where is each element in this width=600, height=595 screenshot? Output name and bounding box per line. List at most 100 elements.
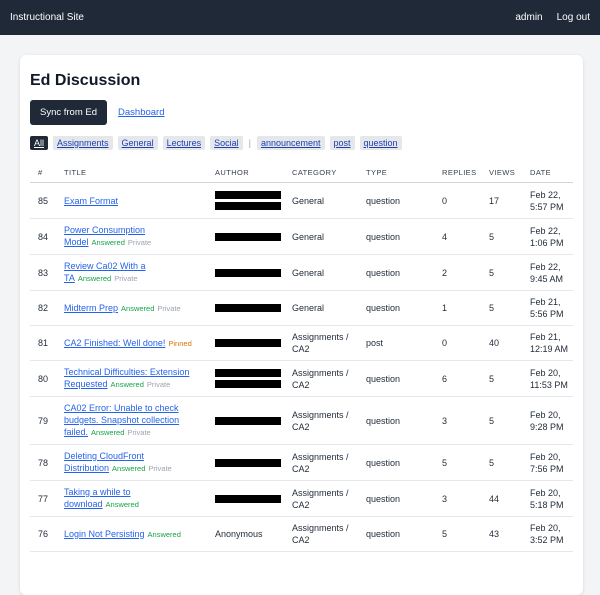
type-filter[interactable]: post — [329, 136, 355, 150]
tag: Answered — [110, 380, 144, 389]
tag: Private — [157, 303, 181, 313]
category-filter[interactable]: Assignments — [53, 136, 113, 150]
views: 5 — [481, 290, 522, 326]
title-cell: Midterm Prep Answered Private — [56, 290, 207, 326]
dashboard-link[interactable]: Dashboard — [118, 107, 165, 118]
column-header: REPLIES — [434, 164, 481, 183]
sync-button[interactable]: Sync from Ed — [30, 100, 108, 125]
tag: Answered — [147, 529, 181, 539]
row: 81 CA2 Finished: Well done! Pinned Assignme… — [30, 325, 573, 361]
brand[interactable]: Instructional Site — [10, 12, 84, 23]
tag: Answered — [91, 428, 125, 437]
column-header: DATE — [522, 164, 573, 183]
replies: 4 — [434, 218, 481, 255]
post-title[interactable]: Midterm Prep — [64, 302, 119, 313]
type: question — [358, 218, 434, 255]
category-filter[interactable]: Lectures — [162, 136, 206, 150]
title-cell: CA02 Error: Unable to check budgets. Sna… — [56, 396, 207, 445]
category-filter[interactable]: All — [30, 136, 49, 150]
views: 17 — [481, 182, 522, 219]
views: 40 — [481, 325, 522, 361]
type: post — [358, 325, 434, 361]
row: 82 Midterm Prep Answered Private General ques… — [30, 290, 573, 326]
post-title[interactable]: Taking a while to download — [64, 487, 131, 509]
category: Assignments / CA2 — [284, 444, 358, 481]
post-title[interactable]: Exam Format — [64, 195, 119, 206]
title-cell: CA2 Finished: Well done! Pinned — [56, 325, 207, 361]
column-header: VIEWS — [481, 164, 522, 183]
date: Feb 20, 11:53 PM — [522, 360, 573, 397]
post-title[interactable]: CA02 Error: Unable to check budgets. Sna… — [64, 403, 180, 437]
type: question — [358, 480, 434, 517]
user-link[interactable]: admin — [515, 12, 543, 23]
replies: 3 — [434, 480, 481, 517]
date: Feb 21, 12:19 AM — [522, 325, 573, 361]
actions: Sync from Ed Dashboard — [30, 100, 165, 125]
post-title[interactable]: Technical Difficulties: Extension Reques… — [64, 367, 190, 389]
post-title[interactable]: Review Ca02 With a TA — [64, 261, 146, 283]
views: 5 — [481, 218, 522, 255]
post-id: 76 — [30, 516, 56, 552]
category: Assignments / CA2 — [284, 360, 358, 397]
redacted — [215, 268, 281, 277]
title-cell: Power Consumption Model Answered Private — [56, 218, 207, 255]
redacted — [215, 369, 281, 377]
tag: Answered — [121, 303, 155, 313]
redacted — [215, 339, 281, 347]
redacted — [215, 232, 281, 241]
post-title[interactable]: CA2 Finished: Well done! — [64, 337, 166, 348]
tag: Private — [148, 464, 172, 473]
author-cell — [207, 396, 284, 445]
redacted — [215, 416, 281, 425]
logout-link[interactable]: Log out — [556, 12, 590, 23]
row: 85 Exam Format General question 0 17 Feb 22, 5… — [30, 182, 573, 219]
tag: Answered — [105, 500, 139, 509]
row: 78 Deleting CloudFront Distribution Answer… — [30, 444, 573, 481]
category: General — [284, 290, 358, 326]
post-id: 78 — [30, 444, 56, 481]
date: Feb 20, 9:28 PM — [522, 396, 573, 445]
column-header: TITLE — [56, 164, 207, 183]
replies: 0 — [434, 325, 481, 361]
author-cell: Anonymous — [207, 516, 284, 552]
category: Assignments / CA2 — [284, 516, 358, 552]
redacted — [215, 304, 281, 312]
views: 44 — [481, 480, 522, 517]
date: Feb 22, 1:06 PM — [522, 218, 573, 255]
replies: 3 — [434, 396, 481, 445]
author: Anonymous — [215, 529, 263, 539]
tag: Private — [146, 380, 171, 389]
title-cell: Technical Difficulties: Extension Reques… — [56, 360, 207, 397]
category-filter[interactable]: General — [117, 136, 158, 150]
date: Feb 20, 3:52 PM — [522, 516, 573, 552]
type: question — [358, 254, 434, 291]
post-id: 83 — [30, 254, 56, 291]
title-cell: Exam Format — [56, 182, 207, 219]
date: Feb 22, 5:57 PM — [522, 182, 573, 219]
post-title[interactable]: Deleting CloudFront Distribution — [64, 451, 145, 473]
redacted — [215, 202, 281, 210]
redacted — [215, 458, 281, 467]
author-cell — [207, 480, 284, 517]
type: question — [358, 290, 434, 326]
title-cell: Review Ca02 With a TA Answered Private — [56, 254, 207, 291]
post-title[interactable]: Login Not Persisting — [64, 528, 145, 539]
author-cell — [207, 182, 284, 219]
post-title[interactable]: Power Consumption Model — [64, 225, 146, 247]
type-filter[interactable]: announcement — [256, 136, 325, 150]
filters: All Assignments General Lectures Social | anno… — [30, 136, 407, 150]
filter-separator: | — [248, 138, 251, 148]
row: 83 Review Ca02 With a TA Answered Private Ge… — [30, 254, 573, 291]
category: Assignments / CA2 — [284, 325, 358, 361]
row: 84 Power Consumption Model Answered Private… — [30, 218, 573, 255]
title-cell: Deleting CloudFront Distribution Answered… — [56, 444, 207, 481]
views: 5 — [481, 254, 522, 291]
category-filter[interactable]: Social — [210, 136, 243, 150]
views: 5 — [481, 396, 522, 445]
table-body: 85 Exam Format General question 0 17 Feb 22, 5… — [30, 182, 573, 552]
navbar: Instructional Site admin Log out — [0, 0, 600, 35]
column-header: AUTHOR — [207, 164, 284, 183]
category: General — [284, 218, 358, 255]
type-filter[interactable]: question — [359, 136, 402, 150]
